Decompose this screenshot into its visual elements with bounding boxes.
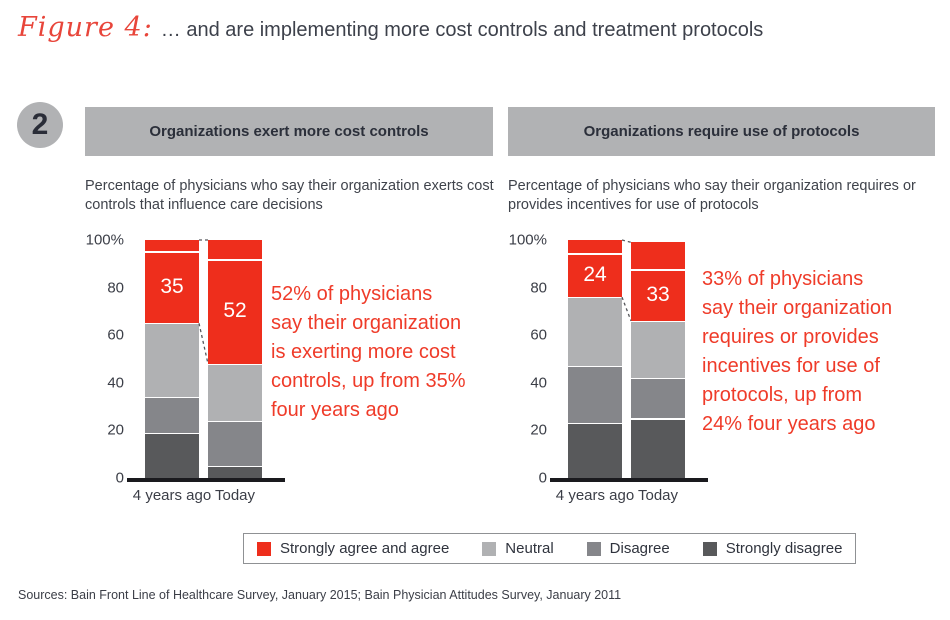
stacked-bar-chart-cost-controls: 52% of physicians say their organization i… (85, 225, 493, 520)
x-axis-baseline (550, 478, 708, 482)
panel-header-label: Organizations exert more cost controls (149, 123, 429, 140)
annotation-line: incentives for use of (702, 355, 880, 377)
panel-header-label: Organizations require use of protocols (583, 123, 860, 140)
legend-swatch-neutral (482, 541, 497, 556)
segment-separator (208, 466, 262, 468)
agree-split-line (145, 250, 199, 253)
legend-label: Strongly agree and agree (280, 540, 450, 557)
annotation-line: four years ago (271, 399, 399, 421)
y-axis-tick-label: 40 (530, 374, 547, 392)
annotation-line: 24% four years ago (702, 413, 876, 435)
category-label: 4 years ago (132, 487, 212, 504)
y-axis-tick-label: 100% (85, 231, 124, 249)
segment-separator (568, 423, 622, 425)
segment-separator (145, 323, 199, 325)
panel-header-protocols: Organizations require use of protocols (508, 107, 935, 156)
bar-segment (631, 320, 685, 379)
annotation-line: is exerting more cost (271, 341, 456, 363)
annotation-line: say their organization (271, 312, 462, 334)
figure-title: … and are implementing more cost control… (160, 19, 764, 41)
category-label: 4 years ago (555, 487, 635, 504)
bar-segment (631, 418, 685, 478)
annotation-line: 33% of physicians (702, 268, 864, 290)
legend-swatch-strongly-disagree (702, 541, 717, 556)
segment-separator (568, 297, 622, 299)
bar-segment (631, 242, 685, 321)
agree-split-line (208, 259, 262, 262)
bar-segment (145, 323, 199, 398)
agree-split-line (631, 268, 685, 271)
legend-item-strongly-disagree: Strongly disagree (702, 540, 843, 557)
legend-item-disagree: Disagree (586, 540, 670, 557)
sources-note: Sources: Bain Front Line of Healthcare S… (18, 588, 622, 602)
annotation-line: protocols, up from (702, 384, 863, 406)
bar-value-label: 33 (646, 282, 670, 306)
annotation-line: say their organization (702, 297, 893, 319)
bar-segment (568, 366, 622, 424)
annotation-line: 52% of physicians (271, 283, 433, 305)
bar-segment (145, 397, 199, 433)
legend-label: Neutral (505, 540, 554, 557)
bar-segment (145, 432, 199, 478)
figure-title-row: Figure 4: … and are implementing more cos… (18, 12, 938, 43)
bar-segment (208, 420, 262, 467)
bar-value-label: 52 (223, 299, 247, 323)
legend-item-strongly-agree: Strongly agree and agree (257, 540, 449, 557)
segment-separator (145, 432, 199, 434)
y-axis-tick-label: 20 (107, 421, 124, 439)
x-axis-baseline (127, 478, 285, 482)
panel-subtitle: Percentage of physicians who say their o… (85, 178, 494, 213)
chart-annotation: 52% of physicians say their organization i… (271, 280, 521, 425)
bar-segment (208, 466, 262, 478)
bar-value-label: 35 (160, 275, 184, 298)
chart-legend: Strongly agree and agree Neutral Disagre… (243, 533, 857, 564)
annotation-line: requires or provides (702, 326, 879, 348)
y-axis-tick-label: 100% (508, 231, 547, 249)
legend-label: Strongly disagree (725, 540, 843, 557)
y-axis-tick-label: 20 (530, 421, 547, 439)
segment-separator (208, 420, 262, 422)
y-axis-tick-label: 60 (107, 326, 124, 344)
stacked-bar-chart-protocols: 33% of physicians say their organization r… (508, 225, 935, 520)
legend-swatch-strongly-agree (257, 541, 271, 556)
segment-separator (568, 366, 622, 368)
y-axis-tick-label: 60 (530, 326, 547, 344)
panel-subtitle: Percentage of physicians who say their o… (508, 178, 916, 213)
y-axis-tick-label: 0 (538, 469, 547, 487)
bar-value-label: 24 (583, 263, 607, 287)
legend-label: Disagree (609, 540, 670, 557)
segment-separator (631, 320, 685, 322)
bar-segment (568, 240, 622, 298)
bar-segment (208, 363, 262, 421)
figure-number-label: Figure 4: (18, 12, 153, 43)
y-axis-tick-label: 0 (115, 469, 124, 487)
bar-segment (631, 378, 685, 419)
agree-split-line (568, 253, 622, 256)
category-label: Today (637, 487, 679, 504)
annotation-line: controls, up from 35% (271, 370, 466, 392)
legend-swatch-disagree (586, 541, 601, 556)
legend-item-neutral: Neutral (482, 540, 554, 557)
y-axis-tick-label: 40 (107, 374, 124, 392)
category-label: Today (214, 487, 256, 504)
y-axis-tick-label: 80 (530, 279, 547, 297)
y-axis-tick-label: 80 (107, 279, 124, 297)
chart-annotation: 33% of physicians say their organization r… (702, 265, 950, 439)
step-number-badge: 2 (17, 102, 63, 148)
segment-separator (631, 418, 685, 420)
segment-separator (145, 397, 199, 399)
bar-segment (568, 297, 622, 367)
bar-segment (568, 423, 622, 478)
bar-segment (145, 240, 199, 324)
segment-separator (208, 363, 262, 365)
panel-header-cost-controls: Organizations exert more cost controls (85, 107, 493, 156)
segment-separator (631, 378, 685, 380)
